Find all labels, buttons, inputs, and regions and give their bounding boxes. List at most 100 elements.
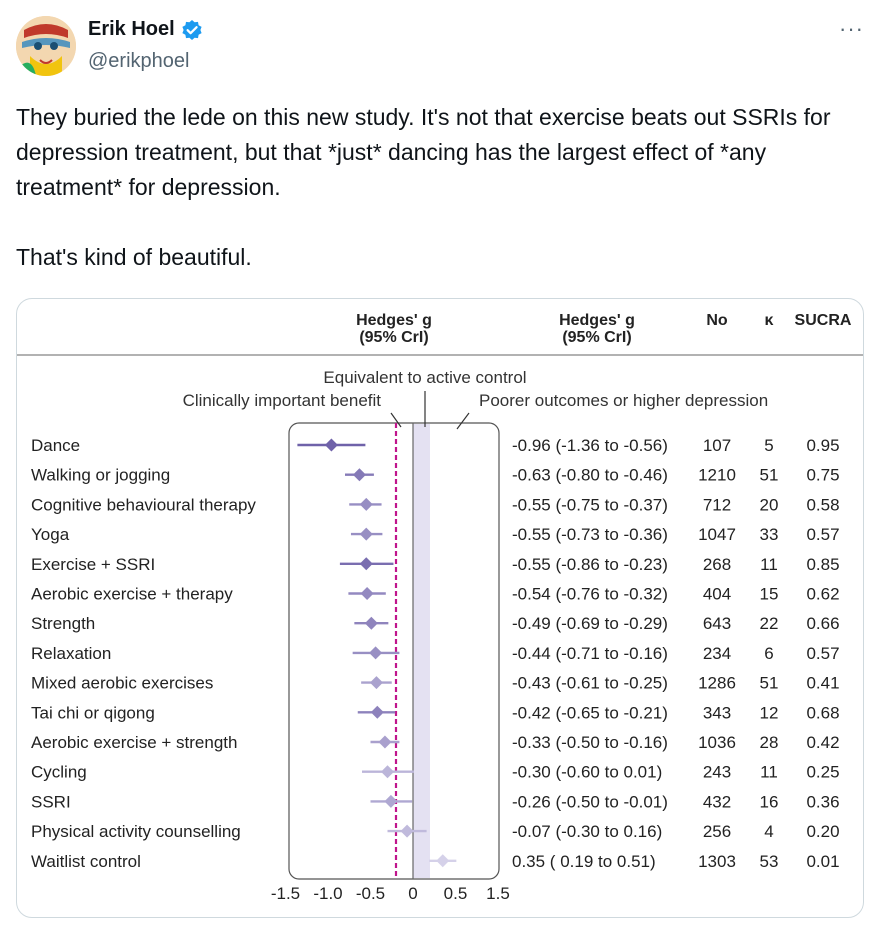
row-estimate: -0.42 (-0.65 to -0.21) <box>512 703 668 722</box>
author-name-row[interactable]: Erik Hoel <box>88 18 203 41</box>
row-no: 432 <box>703 792 731 811</box>
avatar[interactable] <box>16 16 76 76</box>
point-estimate-marker <box>359 527 373 541</box>
point-estimate-marker <box>378 735 392 749</box>
avatar-illustration <box>16 16 76 76</box>
row-label: SSRI <box>31 792 71 811</box>
row-no: 243 <box>703 763 731 782</box>
annotation-poorer: Poorer outcomes or higher depression <box>479 391 768 410</box>
row-k: 51 <box>760 674 779 693</box>
row-sucra: 0.57 <box>806 644 839 663</box>
no-column-header: No <box>706 312 728 329</box>
plot-frame <box>288 422 500 880</box>
row-k: 11 <box>760 555 778 574</box>
verified-badge-icon <box>182 19 202 40</box>
estimate-column-header: Hedges' g <box>559 312 635 329</box>
point-estimate-marker <box>324 438 338 452</box>
row-estimate: -0.55 (-0.73 to -0.36) <box>512 525 668 544</box>
tweet-paragraph: They buried the lede on this new study. … <box>16 104 831 200</box>
point-estimate-marker <box>359 497 373 511</box>
row-estimate: -0.55 (-0.86 to -0.23) <box>512 555 668 574</box>
row-label: Relaxation <box>31 644 111 663</box>
row-sucra: 0.42 <box>806 733 839 752</box>
row-label: Strength <box>31 614 95 633</box>
point-estimate-marker <box>359 557 373 571</box>
row-estimate: -0.63 (-0.80 to -0.46) <box>512 466 668 485</box>
row-sucra: 0.25 <box>806 763 839 782</box>
point-estimate-marker <box>369 676 383 690</box>
row-sucra: 0.68 <box>806 703 839 722</box>
row-sucra: 0.85 <box>806 555 839 574</box>
row-estimate: -0.55 (-0.75 to -0.37) <box>512 495 668 514</box>
row-no: 1286 <box>698 674 736 693</box>
k-column-header: κ <box>765 312 774 329</box>
row-label: Cognitive behavioural therapy <box>31 495 256 514</box>
tweet-text: They buried the lede on this new study. … <box>16 100 866 275</box>
row-sucra: 0.75 <box>806 466 839 485</box>
row-sucra: 0.01 <box>806 852 839 871</box>
row-k: 15 <box>760 585 779 604</box>
row-estimate: -0.33 (-0.50 to -0.16) <box>512 733 668 752</box>
point-estimate-marker <box>352 468 366 482</box>
row-no: 1303 <box>698 852 736 871</box>
row-no: 643 <box>703 614 731 633</box>
point-estimate-marker <box>370 705 384 719</box>
point-estimate-marker <box>364 616 378 630</box>
row-sucra: 0.66 <box>806 614 839 633</box>
row-label: Waitlist control <box>31 852 141 871</box>
x-tick-label: 1.5 <box>486 884 510 903</box>
x-tick-label: -1.0 <box>313 884 342 903</box>
row-label: Mixed aerobic exercises <box>31 674 213 693</box>
author-handle[interactable]: @erikphoel <box>88 50 190 72</box>
row-label: Physical activity counselling <box>31 822 241 841</box>
point-estimate-marker <box>369 646 383 660</box>
row-sucra: 0.41 <box>806 674 839 693</box>
row-k: 5 <box>764 436 773 455</box>
row-no: 1036 <box>698 733 736 752</box>
row-estimate: -0.96 (-1.36 to -0.56) <box>512 436 668 455</box>
row-no: 404 <box>703 585 731 604</box>
row-k: 51 <box>760 466 779 485</box>
row-estimate: -0.30 (-0.60 to 0.01) <box>512 763 662 782</box>
row-no: 343 <box>703 703 731 722</box>
row-no: 107 <box>703 436 731 455</box>
row-no: 256 <box>703 822 731 841</box>
more-dots-icon[interactable]: ··· <box>839 16 864 41</box>
x-tick-label: -1.5 <box>271 884 300 903</box>
chart-image-card[interactable]: Hedges' g (95% CrI) Hedges' g (95% CrI) No κ S… <box>16 298 864 918</box>
row-estimate: -0.49 (-0.69 to -0.29) <box>512 614 668 633</box>
row-estimate: -0.07 (-0.30 to 0.16) <box>512 822 662 841</box>
row-label: Cycling <box>31 763 87 782</box>
row-k: 22 <box>760 614 779 633</box>
row-label: Aerobic exercise + strength <box>31 733 237 752</box>
x-tick-label: -0.5 <box>356 884 385 903</box>
row-k: 11 <box>760 763 778 782</box>
point-estimate-marker <box>360 587 374 600</box>
row-k: 12 <box>760 703 779 722</box>
row-no: 234 <box>703 644 731 663</box>
row-estimate: -0.43 (-0.61 to -0.25) <box>512 674 668 693</box>
tweet-paragraph: That's kind of beautiful. <box>16 244 252 270</box>
x-tick-label: 0 <box>408 884 417 903</box>
row-sucra: 0.62 <box>806 585 839 604</box>
row-k: 33 <box>760 525 779 544</box>
row-sucra: 0.57 <box>806 525 839 544</box>
row-sucra: 0.95 <box>806 436 839 455</box>
plot-column-header: (95% CrI) <box>359 329 428 346</box>
estimate-column-header: (95% CrI) <box>562 329 631 346</box>
row-no: 1210 <box>698 466 736 485</box>
x-tick-label: 0.5 <box>444 884 468 903</box>
point-estimate-marker <box>381 765 394 779</box>
annotation-pointer-poorer <box>456 412 470 430</box>
row-estimate: 0.35 ( 0.19 to 0.51) <box>512 852 656 871</box>
point-estimate-marker <box>400 824 414 838</box>
forest-plot: Hedges' g(95% CrI)Hedges' g(95% CrI)No κ S… <box>17 312 863 903</box>
row-k: 28 <box>760 733 779 752</box>
row-k: 4 <box>764 822 773 841</box>
row-sucra: 0.58 <box>806 495 839 514</box>
row-label: Walking or jogging <box>31 466 170 485</box>
author-name[interactable]: Erik Hoel <box>88 18 175 40</box>
row-no: 268 <box>703 555 731 574</box>
row-sucra: 0.36 <box>806 792 839 811</box>
sucra-column-header: SUCRA <box>795 312 852 329</box>
